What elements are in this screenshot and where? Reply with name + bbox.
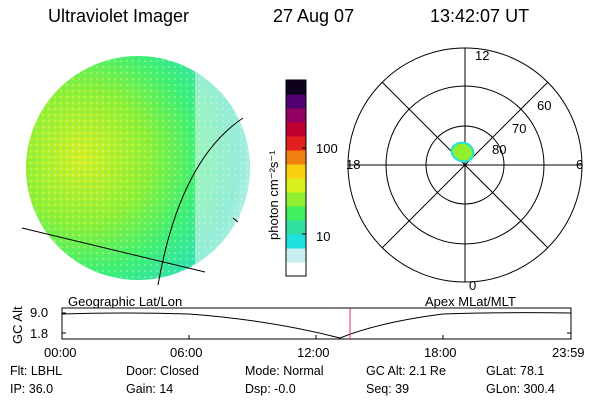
colorbar-tick-100: 100 <box>316 141 338 156</box>
status-mode: Mode: Normal <box>245 364 324 378</box>
date-label: 27 Aug 07 <box>273 6 355 26</box>
timeline-xtick-1800: 18:00 <box>424 345 457 360</box>
auroral-blob <box>450 141 475 163</box>
mlt-label-0: 0 <box>469 278 477 293</box>
status-glon: GLon: 300.4 <box>486 382 555 396</box>
colorbar-band <box>286 220 306 235</box>
mlat-label-60: 60 <box>537 98 552 113</box>
latlon-line <box>21 227 206 273</box>
status-ip: IP: 36.0 <box>10 382 54 396</box>
latlon-line <box>157 117 244 286</box>
colorbar-band <box>286 94 306 109</box>
timeline-ytick-max: 9.0 <box>30 305 49 320</box>
colorbar-band <box>286 122 306 137</box>
status-filter: Flt: LBHL <box>10 364 63 378</box>
colorbar-band <box>286 248 306 263</box>
colorbar-band <box>286 192 306 207</box>
status-door: Door: Closed <box>126 364 199 378</box>
status-seq: Seq: 39 <box>366 382 410 396</box>
status-gc-alt: GC Alt: 2.1 Re <box>366 364 446 378</box>
timeline-ytick-min: 1.8 <box>30 326 49 341</box>
colorbar-band <box>286 262 306 277</box>
instrument-title: Ultraviolet Imager <box>48 6 190 26</box>
timeline-xtick-0000: 00:00 <box>44 345 77 360</box>
colorbar-band <box>286 164 306 179</box>
colorbar-band <box>286 80 306 95</box>
status-glat: GLat: 78.1 <box>486 364 545 378</box>
colorbar-band <box>286 206 306 221</box>
timeline-xtick-0600: 06:00 <box>170 345 203 360</box>
colorbar-tick-10: 10 <box>316 229 331 244</box>
altitude-curve <box>61 312 572 339</box>
timeline-xtick-1200: 12:00 <box>297 345 330 360</box>
mlt-label-18: 18 <box>346 157 361 172</box>
status-dsp: Dsp: -0.0 <box>245 382 296 396</box>
mlt-label-6: 6 <box>576 157 584 172</box>
timeline-right-title: Apex MLat/MLT <box>425 294 516 309</box>
colorbar-band <box>286 150 306 165</box>
mlat-label-80: 80 <box>492 142 507 157</box>
colorbar-band <box>286 234 306 249</box>
colorbar-band <box>286 136 306 151</box>
colorbar-band <box>286 178 306 193</box>
latlon-tick <box>232 217 239 223</box>
mlt-label-12: 12 <box>475 48 490 63</box>
timeline-xtick-2359: 23:59 <box>552 345 585 360</box>
time-label: 13:42:07 UT <box>430 6 530 26</box>
colorbar-band <box>286 108 306 123</box>
status-gain: Gain: 14 <box>126 382 174 396</box>
mlat-label-70: 70 <box>512 121 527 136</box>
timeline-left-title: Geographic Lat/Lon <box>68 294 183 309</box>
colorbar-frame <box>285 79 307 277</box>
